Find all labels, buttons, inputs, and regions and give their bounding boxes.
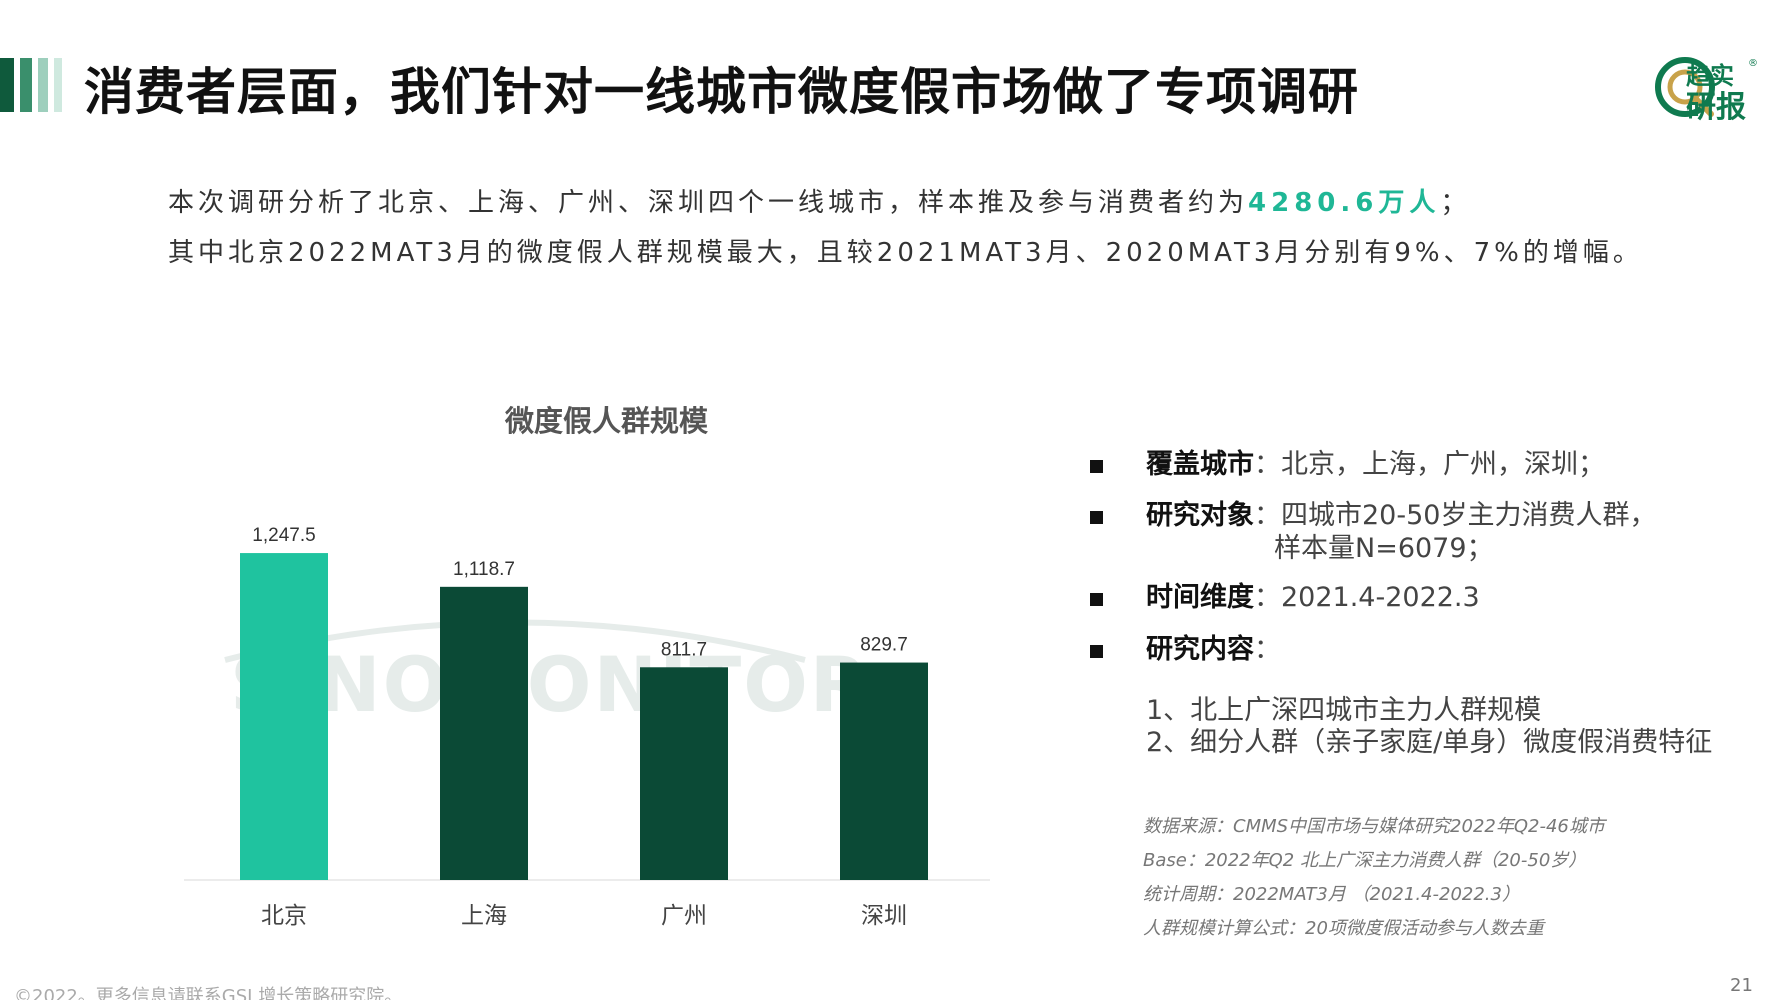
source-line: 人群规模计算公式：20项微度假活动参与人数去重 <box>1143 918 1544 939</box>
info-value: 样本量N=6079； <box>1274 533 1494 564</box>
bar-chart: 1,247.5 北京 1,118.7 上海 811.7 广州 829.7 深圳 <box>184 525 990 929</box>
category-label: 上海 <box>461 903 507 929</box>
info-key: 覆盖城市 <box>1146 449 1254 480</box>
brand-logo-icon <box>1655 57 1715 117</box>
page-number: 21 <box>1730 975 1753 996</box>
bullet-square-icon <box>1090 460 1103 473</box>
data-label: 1,118.7 <box>453 559 515 580</box>
category-label: 广州 <box>661 903 707 929</box>
source-line: 统计周期：2022MAT3月 （2021.4-2022.3） <box>1143 884 1520 905</box>
watermark-text: SINOMONITOR <box>230 640 871 729</box>
logo-text: 趋实 <box>1686 62 1734 90</box>
intro-text: 本次调研分析了北京、上海、广州、深圳四个一线城市，样本推及参与消费者约为 <box>168 188 1249 218</box>
source-line: 数据来源：CMMS中国市场与媒体研究2022年Q2-46城市 <box>1143 816 1605 837</box>
intro-text: ； <box>1440 188 1471 218</box>
bullet-square-icon <box>1090 511 1103 524</box>
chart-title: 微度假人群规模 <box>505 404 709 438</box>
info-key: 时间维度 <box>1146 582 1254 613</box>
source-line: Base：2022年Q2 北上广深主力消费人群（20-50岁） <box>1143 850 1587 871</box>
info-value: ：北京，上海，广州，深圳； <box>1254 449 1605 480</box>
data-label: 811.7 <box>661 639 707 660</box>
data-label: 829.7 <box>860 635 908 656</box>
list-item: 2、细分人群（亲子家庭/单身）微度假消费特征 <box>1146 727 1713 758</box>
info-value: ： <box>1254 634 1281 665</box>
accent-bar <box>38 58 48 112</box>
intro-paragraph: 其中北京2022MAT3月的微度假人群规模最大，且较2021MAT3月、2020… <box>168 238 1643 268</box>
category-label: 深圳 <box>861 903 907 929</box>
bar-2 <box>640 667 728 880</box>
title-accent-bars <box>0 58 68 112</box>
data-sources: 数据来源：CMMS中国市场与媒体研究2022年Q2-46城市 Base：2022… <box>1143 810 1605 946</box>
bullet-square-icon <box>1090 593 1103 606</box>
category-label: 北京 <box>261 903 307 929</box>
footer-copyright: ©2022。更多信息请联系GSI 增长策略研究院。 <box>14 986 403 1000</box>
list-item: 1、北上广深四城市主力人群规模 <box>1146 695 1542 726</box>
info-key: 研究内容 <box>1146 634 1254 665</box>
bar-0 <box>240 553 328 880</box>
info-key: 研究对象 <box>1146 500 1254 531</box>
accent-bar <box>20 58 32 112</box>
accent-bar <box>54 58 62 112</box>
bar-3 <box>840 662 928 880</box>
page-title: 消费者层面，我们针对一线城市微度假市场做了专项调研 <box>84 63 1359 121</box>
bullet-square-icon <box>1090 645 1103 658</box>
bar-1 <box>440 586 528 880</box>
highlight-number: 4280.6万人 <box>1248 188 1441 218</box>
accent-bar <box>0 58 14 112</box>
logo-text: 研报 <box>1686 90 1746 125</box>
intro-paragraph: 本次调研分析了北京、上海、广州、深圳四个一线城市，样本推及参与消费者约为4280… <box>168 186 1668 220</box>
content-list: 1、北上广深四城市主力人群规模 2、细分人群（亲子家庭/单身）微度假消费特征 <box>1146 695 1712 759</box>
info-value: ：2021.4-2022.3 <box>1254 582 1480 613</box>
data-label: 1,247.5 <box>252 525 315 546</box>
info-value: ：四城市20-50岁主力消费人群， <box>1254 500 1657 531</box>
logo-registered-mark: ® <box>1748 58 1758 69</box>
